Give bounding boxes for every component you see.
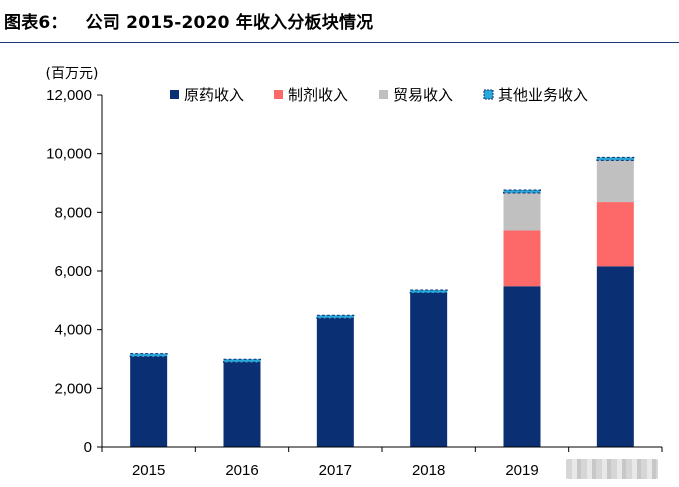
bar-segment-other [409, 289, 448, 294]
legend-label: 制剂收入 [288, 86, 348, 104]
y-tick-label: 10,000 [46, 146, 92, 163]
legend: 原药收入 制剂收入 贸易收入 其他业务收入 [170, 86, 588, 104]
bar-segment-other [503, 189, 541, 194]
bar-segment-other [223, 358, 261, 363]
y-tick-label: 0 [84, 439, 92, 456]
bar-segment [596, 266, 634, 447]
watermark-blur [566, 459, 658, 479]
legend-label: 其他业务收入 [498, 86, 588, 104]
bar-segment [223, 362, 261, 447]
figure-title: 图表6： 公司 2015-2020 年收入分板块情况 [4, 8, 373, 33]
figure-label: 图表6： [4, 13, 68, 33]
bar-segment [130, 356, 168, 447]
y-tick-label: 4,000 [54, 322, 92, 339]
bar-segment [316, 318, 354, 447]
legend-swatch [170, 90, 179, 99]
x-tick-label: 2017 [319, 462, 352, 479]
x-axis: 2015 2016 2017 2018 2019 [101, 446, 663, 479]
y-tick-label: 8,000 [54, 204, 92, 221]
y-axis: 0 2,000 4,000 6,000 8,000 10,000 12,000 [46, 87, 103, 456]
legend-swatch [483, 89, 494, 100]
bar-segment [503, 286, 541, 447]
x-tick-label: 2019 [505, 462, 538, 479]
x-tick-label: 2016 [225, 462, 258, 479]
bar-segment [410, 293, 448, 447]
bar-segment [596, 202, 634, 267]
bar-segment-other [129, 353, 168, 358]
bar-segment [503, 192, 541, 231]
legend-label: 原药收入 [184, 86, 244, 104]
legend-swatch [274, 90, 283, 99]
bar-segment-other [596, 156, 635, 161]
x-tick-label: 2018 [412, 462, 445, 479]
x-tick-label: 2015 [132, 462, 165, 479]
legend-label: 贸易收入 [393, 86, 453, 104]
bar-segment [503, 230, 541, 287]
bar-segment [596, 160, 634, 203]
figure-title-text: 公司 2015-2020 年收入分板块情况 [85, 13, 374, 33]
y-unit-label: (百万元) [46, 66, 99, 82]
bars [129, 156, 635, 447]
bar-segment-other [316, 314, 355, 319]
y-tick-label: 2,000 [54, 380, 92, 397]
y-tick-label: 12,000 [46, 87, 92, 104]
legend-swatch [379, 90, 388, 99]
y-tick-label: 6,000 [54, 263, 92, 280]
title-divider [0, 42, 679, 43]
